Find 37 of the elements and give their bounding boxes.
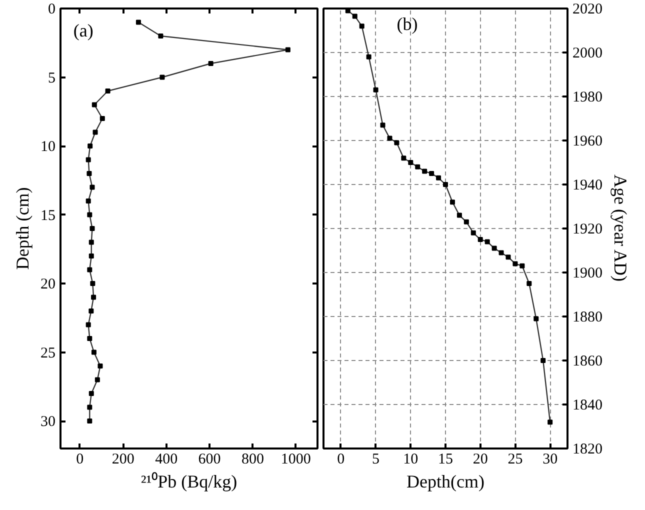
x-tick-label: 800 [241, 452, 264, 468]
y-axis-title: Age (year AD) [610, 174, 630, 282]
y-tick-label: 0 [48, 2, 56, 18]
y-tick-label: 1960 [572, 134, 602, 150]
y-tick-label: 1880 [572, 310, 602, 326]
x-tick-label: 20 [472, 452, 488, 468]
x-tick-label: 600 [198, 452, 221, 468]
y-tick-label: 1820 [572, 442, 602, 458]
y-tick-label: 1920 [572, 222, 602, 238]
y-tick-label: 1860 [572, 354, 602, 370]
y-tick-label: 1840 [572, 398, 602, 414]
y-tick-label: 25 [40, 345, 56, 362]
y-tick-label: 10 [40, 139, 56, 155]
x-tick-label: 5 [372, 452, 380, 468]
x-axis-title: ²¹⁰Pb (Bq/kg) [140, 472, 238, 492]
y-tick-label: 2020 [572, 2, 602, 18]
y-axis-title: Depth (cm) [12, 187, 32, 270]
x-tick-label: 200 [112, 452, 134, 468]
x-tick-label: 0 [76, 452, 84, 468]
y-tick-label: 1940 [572, 178, 602, 194]
x-tick-label: 30 [542, 452, 558, 468]
y-tick-label: 15 [40, 208, 56, 224]
chart-title: (b) [396, 14, 418, 34]
x-tick-label: 1000 [280, 452, 311, 468]
text: (a) [73, 20, 94, 40]
y-tick-label: 1980 [572, 90, 602, 106]
y-tick-label: 1900 [572, 266, 602, 282]
x-axis-title: Depth(cm) [406, 472, 484, 492]
x-tick-label: 400 [155, 452, 178, 468]
x-tick-label: 15 [438, 452, 453, 468]
y-tick-label: 20 [40, 276, 56, 292]
x-tick-label: 10 [403, 452, 418, 468]
x-tick-label: 0 [337, 452, 345, 468]
y-tick-label: 5 [48, 70, 56, 86]
x-tick-label: 25 [508, 452, 523, 468]
y-tick-label: 30 [40, 414, 56, 430]
y-tick-label: 2000 [572, 46, 602, 62]
